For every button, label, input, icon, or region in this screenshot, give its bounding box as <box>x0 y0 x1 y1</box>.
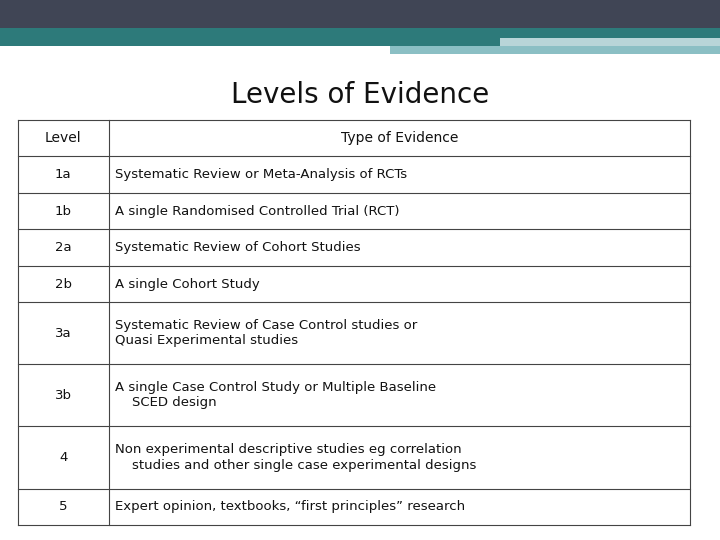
Text: Non experimental descriptive studies eg correlation
    studies and other single: Non experimental descriptive studies eg … <box>114 443 476 471</box>
Text: A single Cohort Study: A single Cohort Study <box>114 278 259 291</box>
Text: Levels of Evidence: Levels of Evidence <box>231 81 489 109</box>
Text: 5: 5 <box>59 500 68 513</box>
Text: A single Randomised Controlled Trial (RCT): A single Randomised Controlled Trial (RC… <box>114 205 399 218</box>
Text: 2b: 2b <box>55 278 72 291</box>
Text: 3a: 3a <box>55 327 72 340</box>
Text: Type of Evidence: Type of Evidence <box>341 131 458 145</box>
Text: Systematic Review of Cohort Studies: Systematic Review of Cohort Studies <box>114 241 360 254</box>
Text: A single Case Control Study or Multiple Baseline
    SCED design: A single Case Control Study or Multiple … <box>114 381 436 409</box>
Bar <box>0 0 720 28</box>
Text: 1a: 1a <box>55 168 72 181</box>
Text: Systematic Review or Meta-Analysis of RCTs: Systematic Review or Meta-Analysis of RC… <box>114 168 407 181</box>
Text: Expert opinion, textbooks, “first principles” research: Expert opinion, textbooks, “first princi… <box>114 500 465 513</box>
Bar <box>500 38 720 46</box>
Text: 4: 4 <box>59 451 68 464</box>
Text: 1b: 1b <box>55 205 72 218</box>
Text: 3b: 3b <box>55 389 72 402</box>
Text: 2a: 2a <box>55 241 72 254</box>
Bar <box>390 46 720 54</box>
Text: Systematic Review of Case Control studies or
Quasi Experimental studies: Systematic Review of Case Control studie… <box>114 320 417 347</box>
Text: Level: Level <box>45 131 81 145</box>
Bar <box>0 28 720 46</box>
